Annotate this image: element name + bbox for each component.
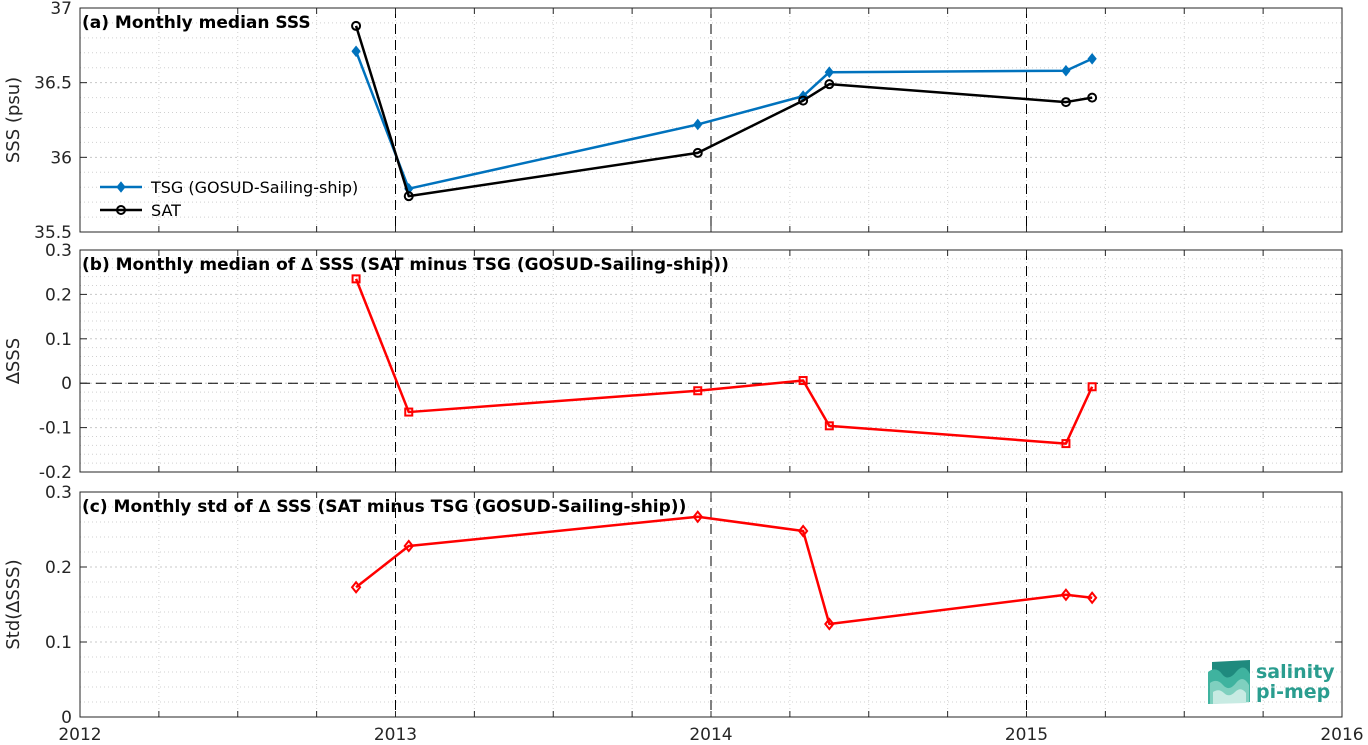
series-line (355, 515, 1093, 626)
panel-title: (c) Monthly std of ∆ SSS (SAT minus TSG … (82, 497, 686, 517)
x-tick-label: 2014 (689, 725, 732, 745)
panel-a: 35.5 36 36.5 37 SSS (psu) (a) Monthly median … (3, 0, 1343, 243)
legend-marker (116, 205, 126, 215)
y-tick-label: 36 (50, 148, 72, 168)
data-point (798, 376, 808, 386)
data-point (798, 95, 809, 106)
logo-line1: salinity (1256, 661, 1335, 683)
y-tick-label: 0.3 (45, 241, 72, 261)
data-point (403, 191, 414, 202)
data-point (404, 407, 414, 417)
data-point (1061, 439, 1071, 449)
y-tick-label: 36.5 (34, 74, 72, 94)
y-tick-label: -0.2 (39, 463, 72, 483)
series-line (354, 25, 1093, 198)
data-point (797, 524, 809, 538)
series-0 (351, 274, 1097, 449)
y-axis-label: ∆SSS (3, 338, 24, 385)
series-1 (351, 20, 1098, 202)
x-tick-label: 2015 (1005, 725, 1048, 745)
y-axis-label: SSS (psu) (3, 77, 24, 163)
data-point (824, 66, 834, 79)
y-tick-label: 0.3 (45, 483, 72, 503)
data-point (824, 421, 834, 431)
x-tick-label: 2012 (58, 725, 101, 745)
salinity-pi-mep-logo: salinity pi-mep (1208, 660, 1335, 704)
y-tick-label: 0.1 (45, 330, 72, 350)
legend-label: TSG (GOSUD-Sailing-ship) (150, 178, 358, 197)
panel-title: (b) Monthly median of ∆ SSS (SAT minus T… (82, 255, 729, 275)
series-line (354, 278, 1094, 445)
panel-title: (a) Monthly median SSS (82, 13, 311, 33)
legend: TSG (GOSUD-Sailing-ship) SAT (100, 178, 358, 220)
data-point (692, 510, 704, 524)
panel-b: -0.2 -0.1 0 0.1 0.2 0.3 ∆SSS (b) Monthly median… (3, 241, 1343, 483)
data-point (1087, 52, 1097, 65)
panel-c: 0 0.1 0.2 0.3 Std(∆SSS) (c) Monthly std of ∆ … (3, 483, 1343, 728)
y-tick-label: 0.1 (45, 633, 72, 653)
legend-marker (116, 181, 126, 193)
y-axis-label: Std(∆SSS) (3, 559, 24, 649)
x-tick-label: 2013 (374, 725, 417, 745)
data-point (1061, 64, 1071, 77)
y-tick-label: 37 (50, 0, 72, 19)
y-tick-label: 0.2 (45, 285, 72, 305)
data-point (351, 20, 362, 31)
logo-waves-icon (1208, 660, 1250, 704)
data-point (1060, 97, 1071, 108)
panels: 35.5 36 36.5 37 SSS (psu) (a) Monthly median … (3, 0, 1364, 745)
data-point (1087, 92, 1098, 103)
data-point (1087, 382, 1097, 392)
legend-label: SAT (151, 201, 181, 220)
data-point (693, 386, 703, 396)
data-point (350, 580, 362, 594)
data-point (351, 274, 361, 284)
y-tick-label: 0.2 (45, 558, 72, 578)
data-point (403, 539, 415, 553)
y-tick-label: 0 (61, 374, 72, 394)
data-point (824, 617, 835, 631)
data-point (824, 79, 835, 90)
y-tick-label: 0 (61, 708, 72, 728)
logo-line2: pi-mep (1256, 681, 1330, 703)
y-tick-label: -0.1 (39, 419, 72, 439)
data-point (1060, 588, 1072, 602)
data-point (692, 147, 703, 158)
data-point (693, 118, 703, 131)
x-tick-label: 2016 (1320, 725, 1363, 745)
data-point (351, 45, 361, 58)
data-point (1086, 591, 1098, 605)
series-0 (350, 510, 1098, 631)
y-tick-label: 35.5 (34, 223, 72, 243)
